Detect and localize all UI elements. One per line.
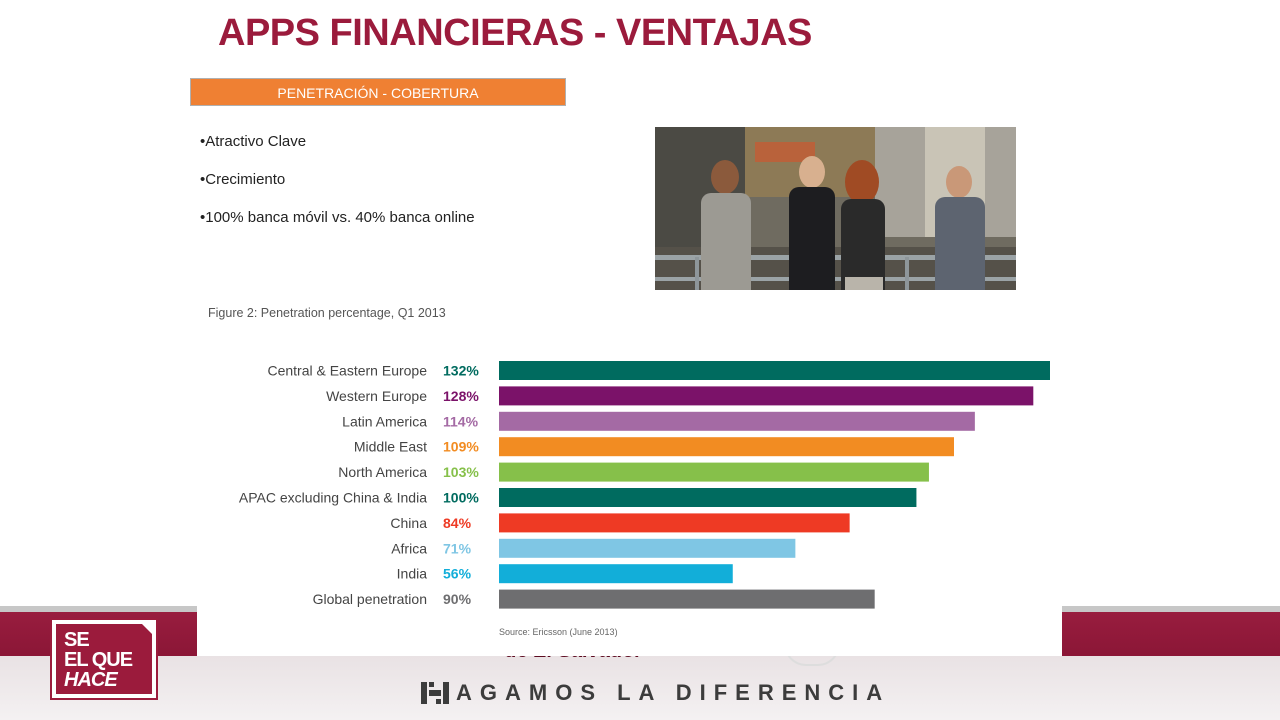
category-label: Central & Eastern Europe <box>267 363 427 379</box>
category-label: India <box>397 566 428 582</box>
category-label: Latin America <box>342 413 427 429</box>
bullet-item: •100% banca móvil vs. 40% banca online <box>200 209 475 226</box>
category-label: Middle East <box>354 439 427 455</box>
footer-slogan: AGAMOS LA DIFERENCIA <box>456 680 891 705</box>
bar <box>499 513 850 533</box>
bar <box>499 411 975 431</box>
value-label: 132% <box>443 363 479 379</box>
bar <box>499 361 1050 380</box>
h-mark-icon <box>421 682 449 704</box>
chart-svg: Figure 2: Penetration percentage, Q1 201… <box>208 306 1050 637</box>
chart-rows: Central & Eastern Europe 132% Western Euro… <box>239 361 1050 609</box>
bullet-item: •Crecimiento <box>200 171 286 188</box>
se-el-que-hace-logo: SE EL QUE HACE <box>52 620 156 698</box>
bar <box>499 589 875 609</box>
bar <box>499 386 1034 406</box>
logo-line: SE <box>64 629 90 651</box>
penetration-chart: Figure 2: Penetration percentage, Q1 201… <box>197 290 1062 656</box>
value-label: 109% <box>443 439 479 455</box>
category-label: China <box>390 515 427 531</box>
category-label: North America <box>338 464 427 480</box>
logo-line: EL QUE <box>64 649 133 671</box>
page-title: APPS FINANCIERAS - VENTAJAS <box>218 12 812 54</box>
bullet-item: •Atractivo Clave <box>200 133 307 150</box>
value-label: 84% <box>443 515 472 531</box>
bar <box>499 538 796 558</box>
bar <box>499 488 917 507</box>
value-label: 90% <box>443 591 472 607</box>
value-label: 114% <box>443 413 479 429</box>
bar <box>499 437 954 457</box>
value-label: 56% <box>443 566 472 582</box>
value-label: 128% <box>443 388 479 404</box>
logo-line: HACE <box>64 669 118 691</box>
value-label: 100% <box>443 490 479 506</box>
category-label: APAC excluding China & India <box>239 490 427 506</box>
category-label: Global penetration <box>313 591 427 607</box>
bar <box>499 462 929 482</box>
section-label: PENETRACIÓN - COBERTURA <box>190 78 566 106</box>
value-label: 103% <box>443 464 479 480</box>
category-label: Western Europe <box>326 388 427 404</box>
value-label: 71% <box>443 540 472 556</box>
bar <box>499 564 733 584</box>
chart-title: Figure 2: Penetration percentage, Q1 201… <box>208 306 446 320</box>
chart-source: Source: Ericsson (June 2013) <box>499 627 618 637</box>
bullet-list: •Atractivo Clave •Crecimiento •100% banc… <box>200 132 475 246</box>
category-label: Africa <box>391 540 427 556</box>
